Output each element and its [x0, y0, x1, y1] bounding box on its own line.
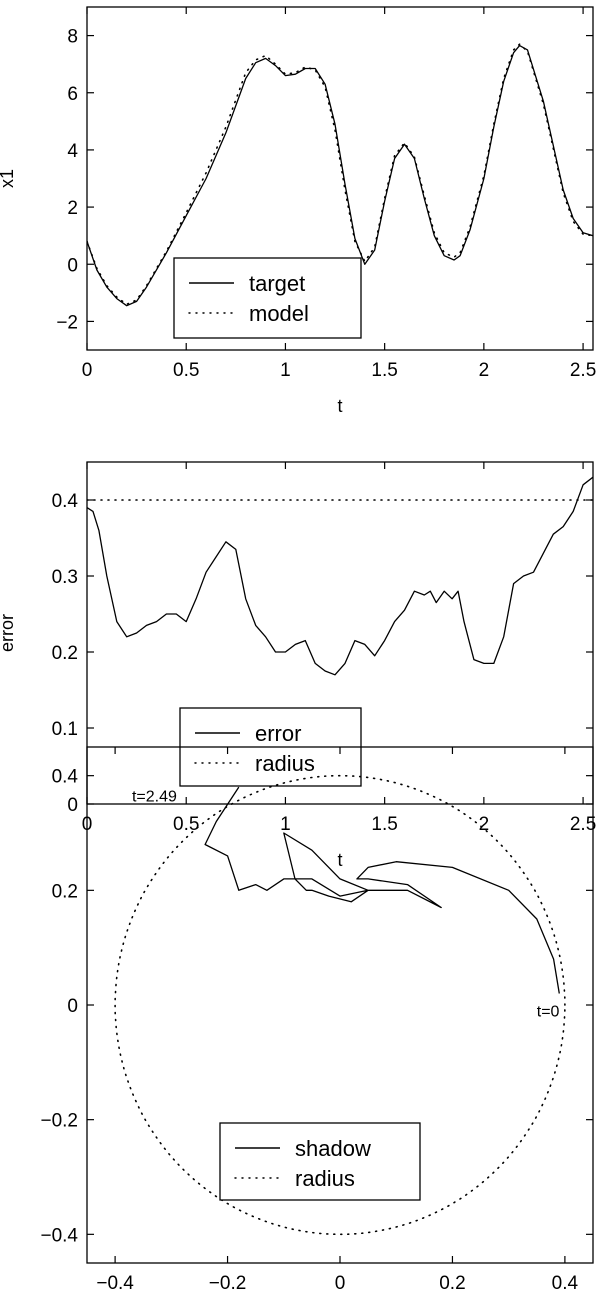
y-tick-label: 0.2 [52, 881, 78, 902]
series-line-shadow [204, 786, 560, 994]
y-tick-label: 4 [67, 141, 78, 162]
y-tick-label: 0.1 [52, 719, 78, 740]
x-tick-label: 0.5 [173, 360, 199, 381]
x-axis-label: t [337, 850, 342, 870]
y-tick-label: 0.4 [52, 767, 79, 788]
y-tick-label: 6 [67, 84, 78, 105]
y-tick-label: 8 [67, 27, 78, 48]
series-line-error [87, 476, 593, 676]
y-tick-label: 0.4 [52, 491, 79, 512]
series-line-target [87, 44, 593, 307]
x-tick-label: 0.2 [439, 1273, 465, 1293]
legend-label: shadow [295, 1136, 371, 1161]
x-tick-label: −0.4 [96, 1273, 134, 1293]
series-line-radius [114, 774, 566, 1236]
annotation: t=2.49 [132, 788, 177, 805]
data-layer [87, 476, 593, 676]
y-tick-label: 0 [67, 255, 78, 276]
x-tick-label: 0.5 [173, 814, 199, 835]
x-tick-label: −0.2 [209, 1273, 247, 1293]
x-tick-label: 2.5 [570, 360, 596, 381]
plot-frame [86, 6, 594, 351]
x-tick-label: 1 [280, 814, 291, 835]
x-tick-label: 2 [479, 360, 490, 381]
y-tick-label: 2 [67, 198, 78, 219]
y-axis-label: x1 [0, 169, 17, 188]
legend: shadow radius [219, 1122, 421, 1201]
legend-label: radius [295, 1166, 355, 1191]
y-tick-label: 0.3 [52, 567, 78, 588]
x-axis-label: t [337, 396, 342, 416]
legend-label: error [255, 721, 301, 746]
y-tick-label: 0.2 [52, 643, 78, 664]
x-tick-label: 2.5 [570, 814, 596, 835]
annotation: t=0 [537, 1003, 560, 1020]
y-tick-label: 0 [67, 795, 78, 816]
x-tick-label: 0.4 [552, 1273, 579, 1293]
chart-error-vs-t: 0 0.5 1 1.5 2 2.500.10.20.30.4terrorerrorradi… [0, 461, 596, 870]
y-tick-label: −0.2 [40, 1111, 78, 1132]
y-tick-label: −0.4 [40, 1225, 78, 1246]
x-tick-label: 0 [335, 1273, 346, 1293]
x-tick-label: 0 [82, 360, 93, 381]
legend-box [219, 1122, 421, 1201]
legend: target model [173, 257, 362, 339]
y-tick-label: −2 [56, 312, 78, 333]
data-layer [87, 43, 593, 307]
legend-label: target [249, 271, 305, 296]
plot-frame [86, 461, 594, 805]
x-tick-label: 1.5 [371, 814, 397, 835]
y-axis-label: error [0, 614, 17, 652]
x-tick-label: 1.5 [371, 360, 397, 381]
legend-label: model [249, 301, 309, 326]
chart-shadow-trajectory: −0.4 −0.2 0 0.2 0.4 −0.4 −0.2 0 0.2 0.4 t=2.49 t=0 s… [40, 746, 594, 1293]
x-tick-label: 1 [280, 360, 291, 381]
y-tick-label: 0 [67, 996, 78, 1017]
data-layer [114, 774, 566, 1236]
legend-label: radius [255, 751, 315, 776]
x-tick-label: 2 [479, 814, 490, 835]
chart-x1-vs-t: 0 0.5 1 1.5 2 2.5 −2 0 2 4 6 8 t x1 target model [0, 6, 596, 416]
legend-box [173, 257, 362, 339]
